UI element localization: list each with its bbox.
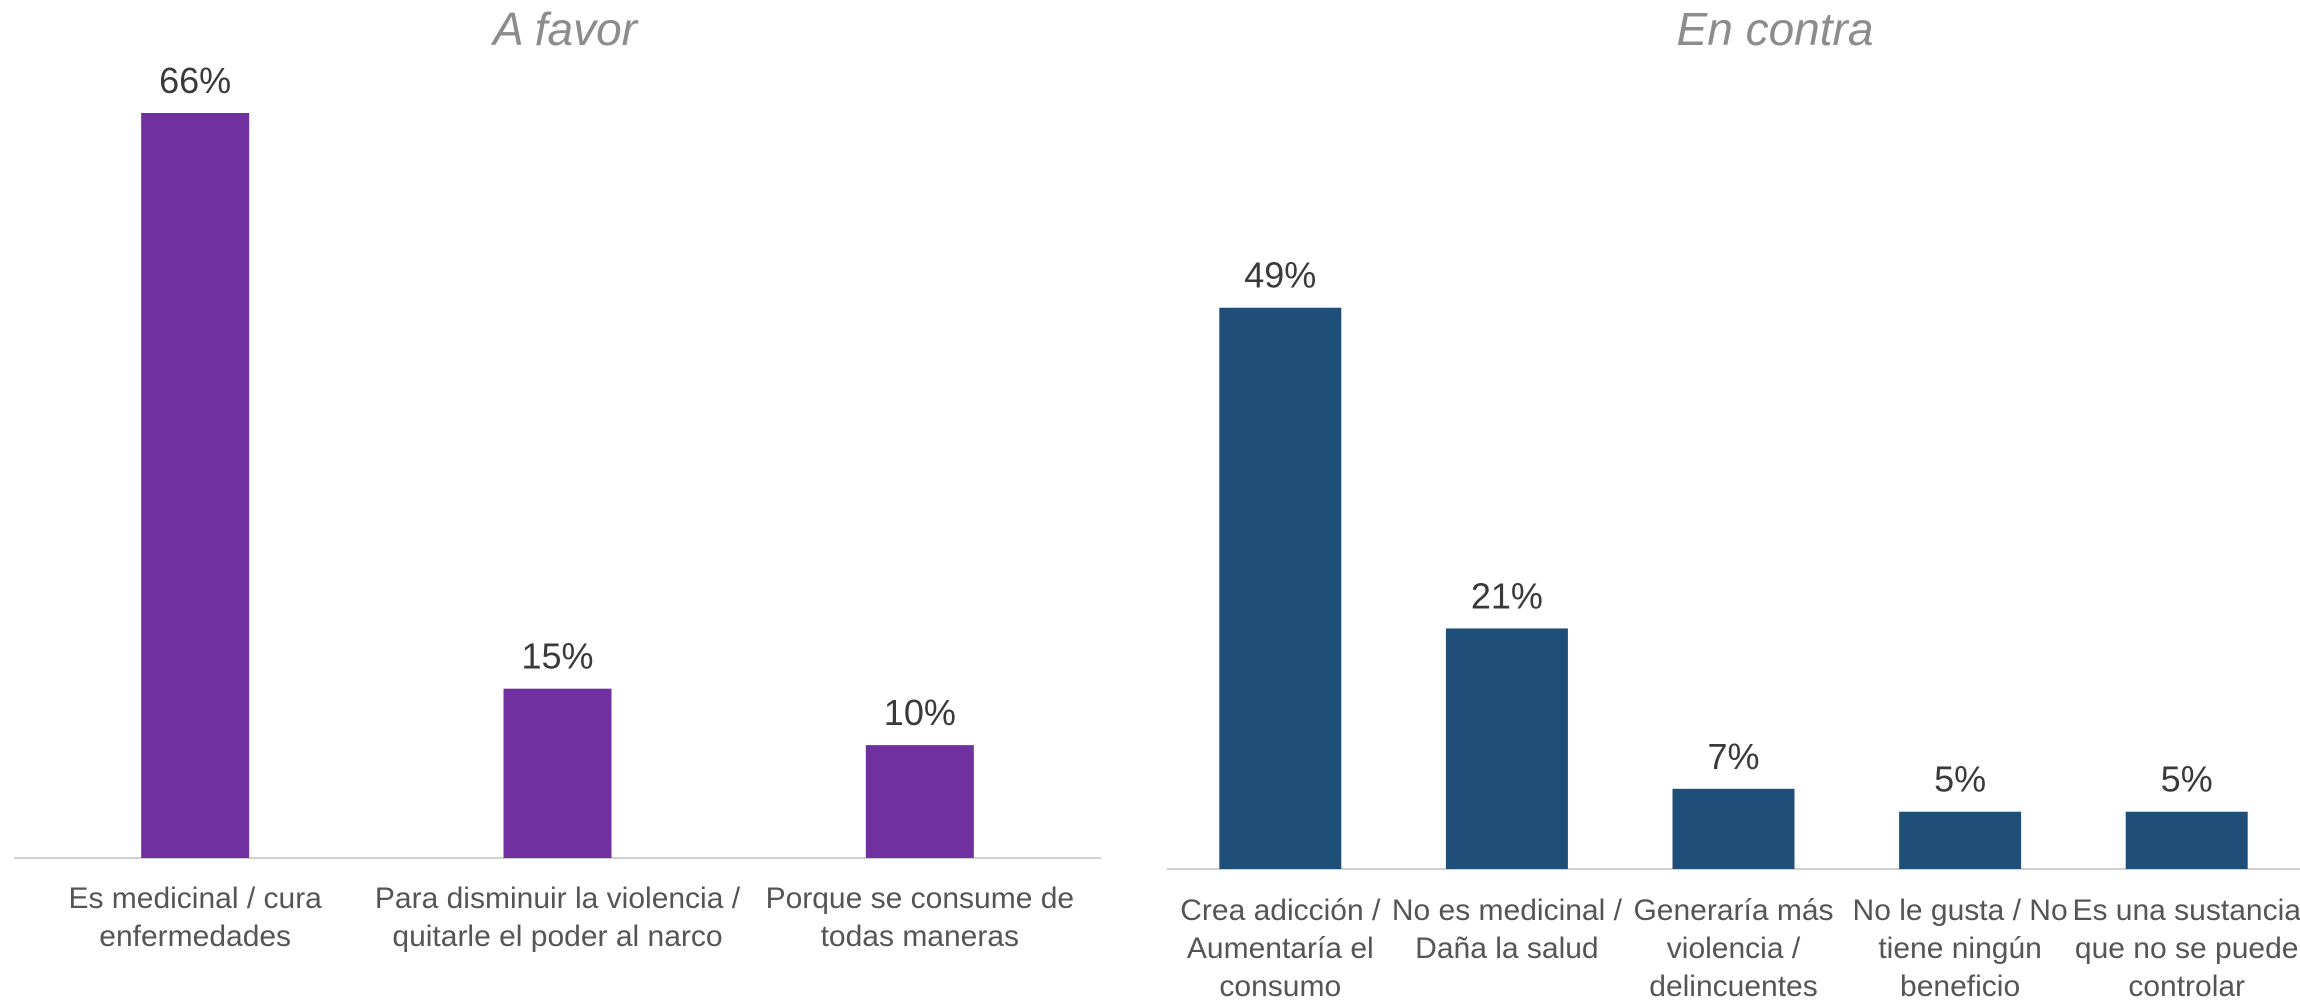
data-label: 21% <box>1471 575 1543 616</box>
bar <box>1672 788 1795 869</box>
category-tick-label: No es medicinal / Daña la salud <box>1392 894 1623 965</box>
category-tick-label: Es una sustancia que no se puede controlar <box>2072 894 2300 1001</box>
data-label: 15% <box>521 636 593 677</box>
category-tick-label: Crea adicción / Aumentaría el consumo <box>1180 894 1381 1001</box>
data-label: 5% <box>2161 759 2213 800</box>
bar <box>503 688 612 858</box>
data-label: 66% <box>159 60 231 101</box>
bar <box>1445 628 1568 869</box>
data-label: 7% <box>1707 736 1759 777</box>
data-label: 49% <box>1244 255 1316 296</box>
bar <box>2125 811 2248 869</box>
bar <box>865 745 974 858</box>
chart-a-favor: A favor 66% Es medicinal / cura enfermedad… <box>14 3 1101 953</box>
category-tick-label: Es medicinal / cura enfermedades <box>68 882 322 953</box>
data-label: 10% <box>884 692 956 733</box>
bar <box>1899 811 2022 869</box>
chart-en-contra: En contra 49% Crea adicción / Aumentaría e… <box>1167 3 2300 1001</box>
chart-title-a-favor: A favor <box>490 3 639 55</box>
data-label: 5% <box>1934 759 1986 800</box>
chart-title-en-contra: En contra <box>1677 3 1874 55</box>
category-tick-label: Generaría más violencia / delincuentes <box>1633 894 1833 1001</box>
category-tick-label: Para disminuir la violencia / quitarle el… <box>375 882 741 953</box>
category-tick-label: No le gusta / No tiene ningún beneficio <box>1853 894 2068 1001</box>
bar <box>1219 307 1342 869</box>
category-tick-label: Porque se consume de todas maneras <box>766 882 1075 953</box>
bar <box>141 113 250 858</box>
